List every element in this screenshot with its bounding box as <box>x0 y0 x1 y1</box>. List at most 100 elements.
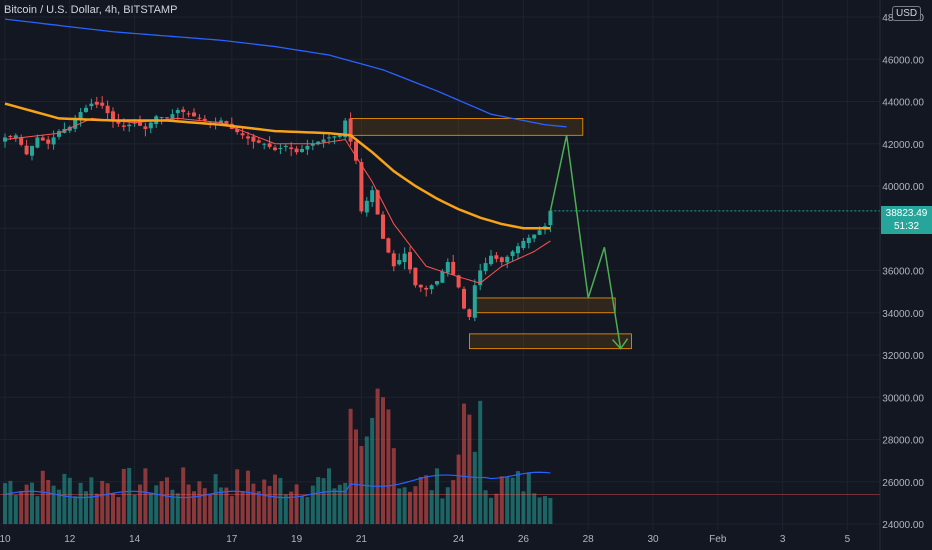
volume-bar <box>348 408 353 524</box>
candle-body <box>348 118 353 142</box>
x-tick-label: 21 <box>356 534 368 545</box>
volume-bar <box>532 493 537 524</box>
volume-bar <box>294 484 299 524</box>
candle-body <box>94 101 99 105</box>
candle-body <box>397 259 402 265</box>
candle-body <box>192 112 196 117</box>
candle-body <box>73 119 78 129</box>
volume-bar <box>170 489 175 524</box>
candle-body <box>413 267 418 286</box>
candlesticks <box>3 96 553 322</box>
volume-bar <box>100 480 105 524</box>
volume-bar <box>84 491 88 524</box>
candle-body <box>197 117 202 119</box>
candle-body <box>516 246 520 254</box>
candle-body <box>429 285 434 290</box>
volume-bar <box>516 471 520 524</box>
time-axis[interactable]: 10 12 14 17 19 21 24 26 28 30 Feb 3 5 <box>0 534 851 545</box>
price-axis[interactable]: 48000.0046000.0044000.0042000.0040000.00… <box>879 0 924 550</box>
volume-bar <box>246 470 250 524</box>
candle-body <box>283 145 288 148</box>
volume-bar <box>364 436 369 524</box>
volume-bar <box>494 493 499 524</box>
last-price-tag: 38823.49 51:32 <box>881 206 932 234</box>
candle-body <box>354 141 358 161</box>
candle-body <box>526 237 531 244</box>
currency-button[interactable]: USD <box>892 6 922 21</box>
candle-body <box>67 126 72 131</box>
candle-body <box>256 140 261 143</box>
volume-bar <box>197 481 202 524</box>
x-tick-label: 30 <box>647 534 659 545</box>
volume-bar <box>208 493 213 524</box>
candle-body <box>251 136 256 142</box>
y-tick-label: 34000.00 <box>882 309 924 320</box>
volume-bar <box>251 483 256 524</box>
volume-bar <box>429 490 434 524</box>
volume-bar <box>499 476 504 524</box>
candle-body <box>30 145 34 156</box>
candle-body <box>327 137 331 139</box>
ema-mid-line <box>4 117 551 284</box>
volume-bar <box>24 484 29 524</box>
candle-body <box>440 271 445 283</box>
volume-bar <box>332 488 337 524</box>
volume-bar <box>192 491 196 524</box>
volume-bar <box>278 477 283 524</box>
zone-box <box>468 333 632 350</box>
x-tick-label: 14 <box>129 534 141 545</box>
volume-bar <box>526 472 531 524</box>
candle-body <box>148 122 153 129</box>
projection-path[interactable] <box>549 135 629 350</box>
candle-body <box>13 135 18 139</box>
candle-body <box>343 120 348 138</box>
candle-body <box>359 162 364 212</box>
bar-countdown: 51:32 <box>893 221 920 232</box>
candle-body <box>235 128 240 133</box>
candle-body <box>186 113 191 115</box>
candle-body <box>278 147 283 149</box>
volume-bar <box>435 468 439 524</box>
x-tick-label: 19 <box>291 534 303 545</box>
candle-body <box>483 263 488 272</box>
volume-bar <box>46 479 51 524</box>
volume-bar <box>78 482 83 524</box>
x-tick-label: 3 <box>780 534 786 545</box>
volume-bar <box>316 477 321 524</box>
candle-body <box>478 270 483 286</box>
candle-body <box>175 109 180 114</box>
x-tick-label: 28 <box>583 534 595 545</box>
candle-body <box>424 287 429 290</box>
candle-body <box>418 284 423 288</box>
volume-bar <box>143 468 148 524</box>
candle-body <box>489 255 493 265</box>
candle-body <box>364 200 369 213</box>
volume-bar <box>240 491 245 524</box>
volume-bar <box>105 483 110 524</box>
ema-fast-line <box>4 102 551 230</box>
volume-bar <box>305 497 310 524</box>
candle-body <box>294 148 299 153</box>
volume-bar <box>424 475 429 524</box>
volume-bar <box>262 479 267 524</box>
moving-averages <box>4 18 880 284</box>
candle-body <box>467 309 472 317</box>
volume-bar <box>462 403 466 524</box>
volume-bar <box>175 493 180 524</box>
candle-body <box>121 125 126 127</box>
candle-body <box>105 105 110 114</box>
candle-body <box>445 262 450 273</box>
volume-bar <box>13 494 18 524</box>
candle-body <box>84 107 88 112</box>
volume-bar <box>165 477 169 524</box>
volume-bar <box>148 492 153 524</box>
candle-body <box>494 255 499 259</box>
candle-body <box>321 139 326 143</box>
y-tick-label: 24000.00 <box>882 520 924 531</box>
candle-body <box>138 121 142 126</box>
volume-bar <box>202 488 207 524</box>
support-resistance-zones[interactable] <box>350 118 632 350</box>
volume-bar <box>327 468 331 524</box>
volume-bar <box>397 488 402 524</box>
